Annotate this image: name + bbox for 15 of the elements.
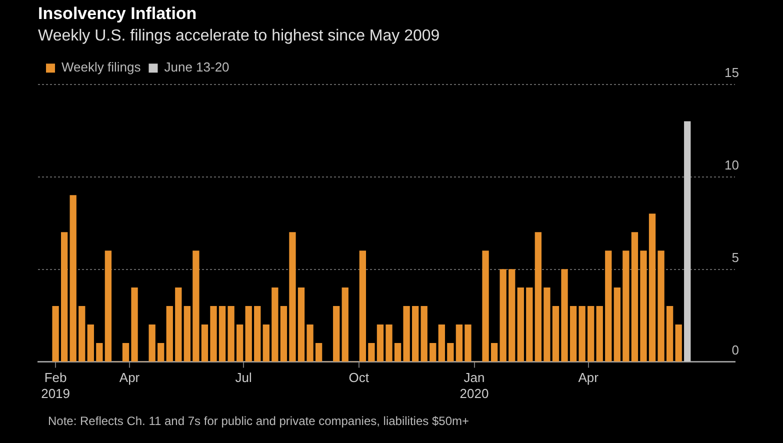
x-tick-label: Apr: [578, 370, 600, 386]
text: Note: Reflects Ch. 11 and 7s for public and private companies, liabilities $50m+: [48, 414, 470, 428]
y-tick-label: 5: [732, 250, 739, 265]
legend-label: Weekly filings: [62, 60, 142, 75]
x-tick-label: Oct: [348, 370, 370, 386]
y-tick-label: 15: [724, 65, 739, 80]
x-tick-label: Jan 2020: [460, 370, 489, 401]
legend-label: June 13-20: [164, 60, 230, 75]
y-tick-label: 0: [732, 342, 739, 358]
x-tick-label: Jul: [235, 370, 252, 386]
x-tick-label: Feb 2019: [41, 370, 70, 401]
chart-subtitle: Weekly U.S. filings accelerate to highest since May 2009: [38, 27, 440, 44]
x-tick-label: Apr: [119, 370, 140, 386]
y-tick-label: 10: [724, 158, 739, 173]
chart-title: Insolvency Inflation: [38, 4, 197, 23]
